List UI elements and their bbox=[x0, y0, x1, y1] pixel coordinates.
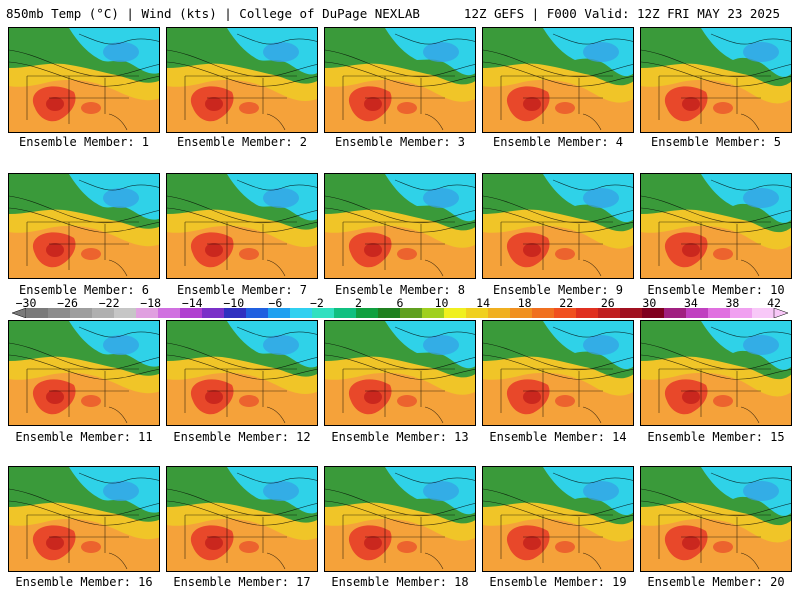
ensemble-member-map bbox=[8, 466, 160, 572]
ensemble-member-label: Ensemble Member: 2 bbox=[176, 135, 308, 149]
colorbar-swatch bbox=[422, 308, 445, 318]
colorbar-tick-label: −22 bbox=[98, 296, 120, 310]
colorbar-swatch bbox=[334, 308, 357, 318]
ensemble-member-map bbox=[324, 466, 476, 572]
colorbar-swatch bbox=[92, 308, 115, 318]
colorbar-swatch bbox=[224, 308, 247, 318]
ensemble-member-map bbox=[8, 173, 160, 279]
ensemble-member-map bbox=[166, 173, 318, 279]
colorbar-swatch bbox=[202, 308, 225, 318]
ensemble-member-label: Ensemble Member: 18 bbox=[331, 575, 469, 589]
colorbar-tick-label: −14 bbox=[181, 296, 203, 310]
colorbar-swatch bbox=[70, 308, 93, 318]
colorbar-swatch bbox=[752, 308, 775, 318]
ensemble-member-map bbox=[482, 320, 634, 426]
ensemble-member-label: Ensemble Member: 12 bbox=[173, 430, 311, 444]
colorbar-tick-label: −26 bbox=[57, 296, 78, 310]
colorbar-swatch bbox=[598, 308, 621, 318]
colorbar-swatch bbox=[488, 308, 511, 318]
ensemble-member-label: Ensemble Member: 19 bbox=[489, 575, 627, 589]
ensemble-member-map bbox=[482, 466, 634, 572]
ensemble-member-map bbox=[482, 173, 634, 279]
colorbar-swatch bbox=[642, 308, 665, 318]
colorbar-tick-label: 22 bbox=[559, 296, 574, 310]
colorbar-tick-label: 18 bbox=[517, 296, 532, 310]
ensemble-member-label: Ensemble Member: 17 bbox=[173, 575, 311, 589]
ensemble-member-map bbox=[8, 27, 160, 133]
ensemble-member-label: Ensemble Member: 6 bbox=[18, 283, 150, 297]
colorbar-tick-label: 38 bbox=[725, 296, 740, 310]
colorbar-swatch bbox=[48, 308, 71, 318]
ensemble-member-map bbox=[482, 27, 634, 133]
colorbar-tick-label: −18 bbox=[140, 296, 162, 310]
colorbar-tick-label: 14 bbox=[476, 296, 491, 310]
colorbar-tick-label: 6 bbox=[396, 296, 404, 310]
ensemble-member-label: Ensemble Member: 3 bbox=[334, 135, 466, 149]
colorbar-swatch bbox=[576, 308, 599, 318]
ensemble-member-label: Ensemble Member: 8 bbox=[334, 283, 466, 297]
ensemble-member-map bbox=[324, 320, 476, 426]
ensemble-member-label: Ensemble Member: 10 bbox=[647, 283, 785, 297]
colorbar-swatch bbox=[532, 308, 555, 318]
ensemble-member-label: Ensemble Member: 13 bbox=[331, 430, 469, 444]
ensemble-member-label: Ensemble Member: 1 bbox=[18, 135, 150, 149]
ensemble-member-map bbox=[640, 27, 792, 133]
colorbar-swatch bbox=[664, 308, 687, 318]
ensemble-member-label: Ensemble Member: 15 bbox=[647, 430, 785, 444]
ensemble-member-label: Ensemble Member: 7 bbox=[176, 283, 308, 297]
colorbar-swatch bbox=[312, 308, 335, 318]
map-title: 850mb Temp (°C) | Wind (kts) | College o… bbox=[6, 6, 420, 21]
colorbar-tick-label: −30 bbox=[15, 296, 37, 310]
colorbar-swatch bbox=[686, 308, 709, 318]
colorbar-swatch bbox=[730, 308, 753, 318]
ensemble-member-map bbox=[640, 466, 792, 572]
colorbar-arrow-high bbox=[773, 308, 788, 318]
ensemble-member-map bbox=[166, 320, 318, 426]
ensemble-member-map bbox=[8, 320, 160, 426]
colorbar-swatch bbox=[554, 308, 577, 318]
temperature-colorbar bbox=[12, 308, 788, 318]
colorbar-swatch bbox=[180, 308, 203, 318]
ensemble-member-label: Ensemble Member: 5 bbox=[650, 135, 782, 149]
ensemble-member-label: Ensemble Member: 20 bbox=[647, 575, 785, 589]
ensemble-member-label: Ensemble Member: 4 bbox=[492, 135, 624, 149]
colorbar-tick-label: −6 bbox=[268, 296, 283, 310]
ensemble-member-label: Ensemble Member: 14 bbox=[489, 430, 627, 444]
colorbar-swatch bbox=[444, 308, 467, 318]
colorbar-swatch bbox=[290, 308, 313, 318]
colorbar-swatch bbox=[356, 308, 379, 318]
colorbar-tick-label: 2 bbox=[354, 296, 362, 310]
ensemble-member-label: Ensemble Member: 11 bbox=[15, 430, 153, 444]
colorbar-tick-label: 10 bbox=[434, 296, 449, 310]
colorbar-swatch bbox=[510, 308, 533, 318]
ensemble-member-map bbox=[324, 27, 476, 133]
colorbar-swatch bbox=[268, 308, 291, 318]
colorbar-tick-label: 42 bbox=[767, 296, 781, 310]
colorbar-swatch bbox=[400, 308, 423, 318]
colorbar-tick-label: −10 bbox=[223, 296, 245, 310]
ensemble-member-map bbox=[324, 173, 476, 279]
ensemble-member-label: Ensemble Member: 16 bbox=[15, 575, 153, 589]
colorbar-swatch bbox=[158, 308, 181, 318]
colorbar-swatch bbox=[136, 308, 159, 318]
colorbar-tick-label: 34 bbox=[683, 296, 698, 310]
ensemble-member-label: Ensemble Member: 9 bbox=[492, 283, 624, 297]
colorbar-tick-label: −2 bbox=[309, 296, 324, 310]
colorbar-swatch bbox=[114, 308, 137, 318]
ensemble-member-map bbox=[640, 173, 792, 279]
colorbar-swatch bbox=[378, 308, 401, 318]
run-info: 12Z GEFS | F000 Valid: 12Z FRI MAY 23 20… bbox=[463, 6, 780, 21]
colorbar-swatch bbox=[246, 308, 269, 318]
colorbar-swatch bbox=[26, 308, 49, 318]
ensemble-member-map bbox=[166, 466, 318, 572]
colorbar-tick-label: 30 bbox=[642, 296, 657, 310]
colorbar-swatch bbox=[708, 308, 731, 318]
ensemble-member-map bbox=[640, 320, 792, 426]
colorbar-swatch bbox=[466, 308, 489, 318]
colorbar-tick-label: 26 bbox=[600, 296, 615, 310]
colorbar-swatch bbox=[620, 308, 643, 318]
ensemble-member-map bbox=[166, 27, 318, 133]
